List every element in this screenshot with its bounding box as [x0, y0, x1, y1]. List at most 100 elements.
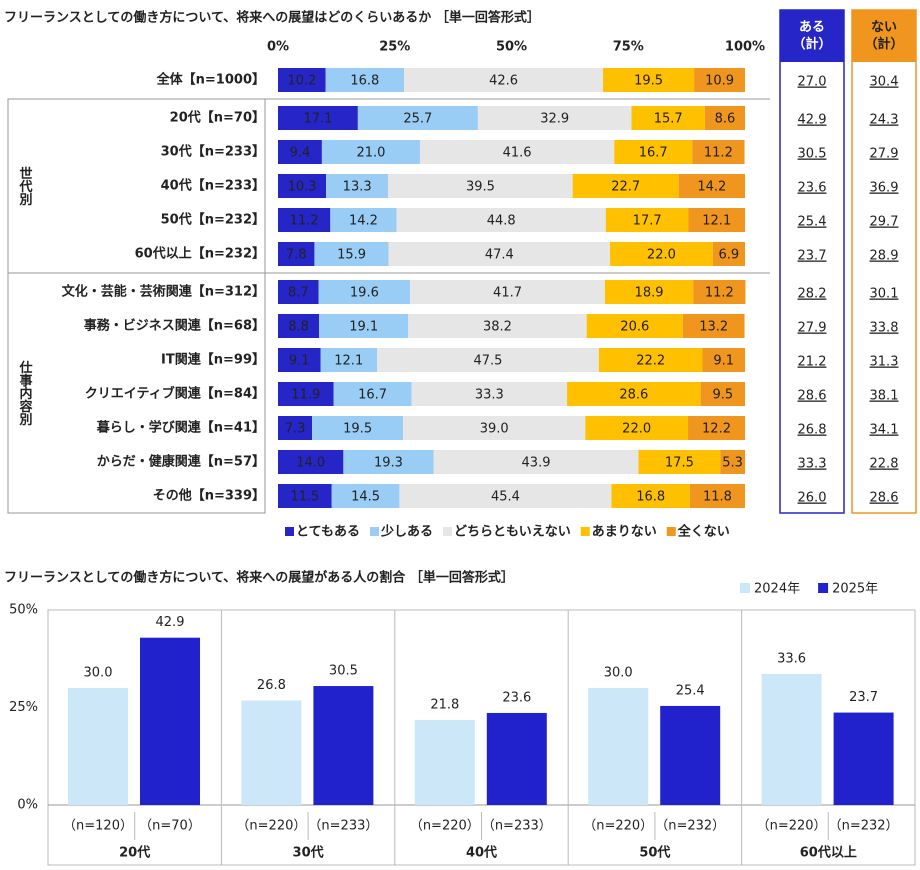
y-tick-label: 0% [17, 798, 38, 813]
bar-segment [700, 382, 745, 406]
bar-segment [586, 314, 683, 338]
bar [414, 719, 475, 805]
category-label: 60代以上 [800, 845, 857, 861]
bar-segment [321, 140, 420, 164]
value-label: 47.5 [473, 354, 502, 369]
summary-value: 25.4 [798, 215, 827, 230]
bar-segment [330, 208, 397, 232]
legend-label: 2024年 [754, 582, 800, 597]
chart-title: フリーランスとしての働き方について、将来への展望がある人の割合 ［単一回答形式］ [4, 570, 514, 586]
category-label: 文化・芸能・芸術関連【n=312】 [62, 284, 265, 300]
y-tick-label: 50% [9, 603, 38, 618]
bar-segment [278, 140, 322, 164]
x-tick-label: 50% [496, 40, 527, 55]
value-label: 8.7 [288, 286, 309, 301]
value-label: 11.9 [291, 388, 320, 403]
bar-segment [704, 106, 745, 130]
value-label: 9.1 [713, 354, 734, 369]
summary-header [852, 10, 916, 62]
sample-size: （n=220） [757, 819, 827, 834]
summary-header [780, 10, 844, 62]
summary-value: 24.3 [870, 113, 899, 128]
bar-segment [689, 484, 745, 508]
summary-value: 21.2 [798, 355, 827, 370]
category-label: 50代 [639, 845, 670, 861]
bar-segment [688, 416, 745, 440]
sample-size: （n=220） [583, 819, 653, 834]
legend-swatch [818, 583, 829, 593]
summary-header-label: ない（計） [864, 20, 904, 52]
summary-value: 30.5 [798, 147, 827, 162]
bar-segment [572, 174, 679, 198]
legend-label: 少しある [380, 524, 433, 540]
legend-swatch [666, 527, 676, 536]
bar-segment [603, 68, 695, 92]
bar-segment [278, 242, 315, 266]
value-label: 19.5 [634, 74, 663, 89]
bar-segment [278, 174, 327, 198]
bar-segment [614, 140, 693, 164]
bar-segment [278, 450, 344, 474]
x-tick-label: 0% [267, 40, 289, 55]
value-label: 33.3 [475, 388, 504, 403]
sample-size: （n=233） [482, 819, 552, 834]
category-label: 60代以上【n=232】 [135, 246, 265, 262]
value-label: 21.0 [356, 146, 385, 161]
bar-segment [325, 68, 405, 92]
value-label: 19.1 [349, 320, 378, 335]
value-label: 10.3 [288, 180, 317, 195]
value-label: 17.5 [665, 456, 694, 471]
summary-value: 28.6 [798, 389, 827, 404]
category-label: 50代【n=232】 [161, 212, 265, 228]
bar-segment [314, 242, 389, 266]
bar-segment [388, 174, 573, 198]
category-label: からだ・健康関連【n=57】 [97, 454, 265, 470]
bar-segment [477, 106, 632, 130]
value-label: 9.5 [712, 388, 733, 403]
sample-size: （n=70） [139, 819, 201, 834]
value-label: 6.9 [719, 248, 740, 263]
value-label: 22.0 [622, 422, 651, 437]
value-label: 22.0 [647, 248, 676, 263]
sample-size: （n=232） [655, 819, 725, 834]
bar-segment [605, 208, 689, 232]
value-label: 23.6 [502, 690, 531, 705]
y-tick-label: 25% [9, 700, 38, 715]
bar-segment [688, 208, 745, 232]
bar [486, 712, 547, 805]
value-label: 10.2 [287, 74, 316, 89]
value-label: 10.9 [705, 74, 734, 89]
sample-size: （n=232） [829, 819, 899, 834]
bar-segment [408, 314, 587, 338]
bar-segment [404, 68, 604, 92]
value-label: 14.5 [351, 490, 380, 505]
bar-segment [357, 106, 478, 130]
value-label: 32.9 [540, 112, 569, 127]
legend-swatch [442, 527, 452, 536]
value-label: 22.2 [636, 354, 665, 369]
value-label: 16.8 [636, 490, 665, 505]
value-label: 7.3 [285, 422, 306, 437]
bar [660, 705, 721, 805]
bar-segment [411, 382, 568, 406]
bar-segment [331, 484, 400, 508]
category-label: 20代【n=70】 [170, 110, 265, 126]
bar [313, 686, 374, 805]
value-label: 41.6 [503, 146, 532, 161]
value-label: 13.2 [699, 320, 728, 335]
value-label: 8.6 [715, 112, 736, 127]
value-label: 39.0 [480, 422, 509, 437]
summary-value: 28.2 [798, 287, 827, 302]
value-label: 19.3 [374, 456, 403, 471]
value-label: 30.5 [329, 664, 358, 679]
bar-segment [585, 416, 689, 440]
value-label: 17.1 [303, 112, 332, 127]
bar-segment [604, 280, 694, 304]
summary-value: 22.8 [870, 457, 899, 472]
value-label: 8.8 [288, 320, 309, 335]
legend-label: とてもある [296, 525, 360, 540]
legend-label: 2025年 [832, 582, 878, 597]
value-label: 11.8 [703, 490, 732, 505]
